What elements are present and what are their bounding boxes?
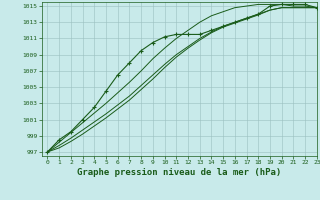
X-axis label: Graphe pression niveau de la mer (hPa): Graphe pression niveau de la mer (hPa) xyxy=(77,168,281,177)
